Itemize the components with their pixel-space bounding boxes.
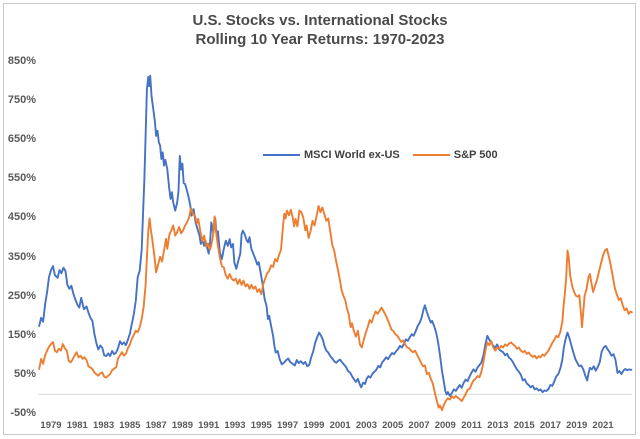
y-axis-tick-label: 750%: [7, 94, 36, 107]
y-axis-tick-label: -50%: [10, 406, 36, 419]
legend-label-msci: MSCI World ex-US: [304, 149, 400, 161]
x-axis-tick-label: 2005: [382, 420, 404, 431]
x-axis-tick-label: 1991: [198, 420, 220, 431]
x-axis-tick-label: 2019: [566, 420, 588, 431]
y-axis-tick-label: 650%: [7, 133, 36, 146]
y-axis-tick-label: 50%: [13, 367, 36, 380]
legend-line-sample-sp500-icon: [412, 154, 450, 156]
y-axis-tick-label: 850%: [7, 55, 36, 67]
y-axis-tick-label: 450%: [7, 211, 36, 224]
legend-item-sp500: S&P 500: [412, 149, 498, 161]
chart-frame: [3, 3, 636, 435]
series-line-msci-world-ex-us: [38, 74, 633, 397]
x-axis-tick-label: 1979: [40, 420, 62, 431]
x-axis-tick-label: 2003: [355, 420, 377, 431]
x-axis-tick-label: 1997: [276, 420, 299, 431]
x-axis-tick-label: 1983: [92, 420, 115, 431]
x-axis-tick-label: 2021: [592, 420, 614, 431]
chart-title-line-1: U.S. Stocks vs. International Stocks: [192, 12, 448, 29]
y-axis-tick-label: 250%: [7, 289, 36, 302]
y-axis-tick-label: 550%: [7, 172, 36, 185]
x-axis-tick-label: 1999: [303, 420, 325, 431]
y-axis-tick-label: 150%: [7, 328, 36, 341]
x-axis-tick-label: 1989: [171, 420, 193, 431]
x-axis-tick-label: 2011: [461, 420, 482, 431]
x-axis-tick-label: 1985: [119, 420, 141, 431]
x-axis-tick-label: 1995: [250, 420, 272, 431]
chart-title: U.S. Stocks vs. International Stocks Rol…: [0, 11, 640, 49]
x-axis-tick-label: 2007: [408, 420, 430, 431]
x-axis-tick-label: 1987: [145, 420, 167, 431]
x-axis-tick-label: 2017: [539, 420, 561, 431]
y-axis-tick-label: 350%: [7, 250, 36, 263]
series-line-sp500: [38, 204, 633, 412]
x-axis-tick-label: 1981: [66, 420, 88, 431]
legend-item-msci-world-ex-us: MSCI World ex-US: [263, 149, 400, 161]
x-axis-tick-label: 2013: [487, 420, 509, 431]
x-axis-tick-label: 2015: [513, 420, 535, 431]
x-axis-tick-label: 2001: [329, 420, 351, 431]
x-axis-tick-label: 2009: [434, 420, 456, 431]
legend-line-sample-msci-icon: [263, 154, 300, 156]
x-axis-tick-label: 1993: [224, 420, 246, 431]
legend-label-sp500: S&P 500: [453, 149, 498, 161]
chart-title-line-2: Rolling 10 Year Returns: 1970-2023: [195, 31, 445, 49]
legend: MSCI World ex-US S&P 500: [263, 149, 498, 161]
